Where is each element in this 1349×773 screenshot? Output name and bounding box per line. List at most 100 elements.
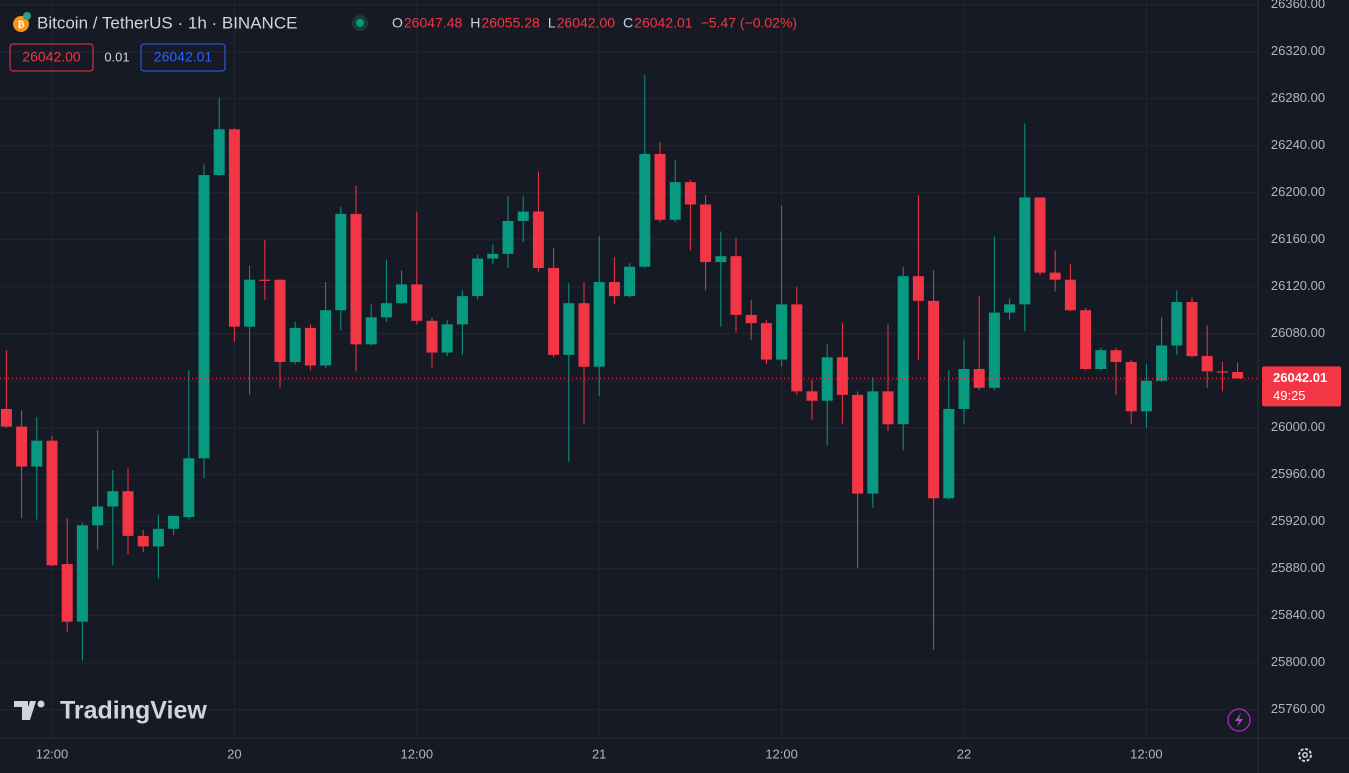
sell-price[interactable]: 26042.00 (22, 49, 81, 65)
candle-body (1201, 356, 1213, 372)
ohlc-value: 26055.28 (481, 15, 540, 31)
y-tick-label: 26360.00 (1271, 0, 1325, 11)
candle-body (122, 491, 134, 536)
candle-body (259, 279, 271, 281)
candle-body (320, 310, 332, 366)
candle-body (92, 506, 104, 526)
buy-price[interactable]: 26042.01 (154, 49, 213, 65)
y-tick-label: 26120.00 (1271, 278, 1325, 293)
candle-body (958, 369, 970, 409)
logo-dot (37, 700, 45, 708)
symbol[interactable]: Bitcoin / TetherUS · 1h · BINANCE (37, 13, 297, 32)
candle-body (1110, 350, 1122, 362)
candle-body (593, 282, 605, 367)
candle-body (1125, 361, 1137, 412)
candle-body (411, 284, 423, 321)
candle-body (198, 175, 210, 459)
candle-body (563, 303, 575, 355)
coin-icon-glyph: ₿ (17, 19, 24, 29)
candle-body (821, 357, 833, 401)
candle-body (943, 408, 955, 499)
candle-body (928, 300, 940, 499)
candle-body (700, 204, 712, 263)
candle-body (608, 282, 620, 297)
candle-body (152, 528, 164, 547)
candle-body (639, 153, 651, 267)
candle-body (578, 303, 590, 367)
logo-text[interactable]: TradingView (60, 697, 207, 725)
candle-body (973, 369, 985, 388)
candle-body (517, 211, 529, 221)
ohlc-label: C (623, 15, 633, 31)
y-tick-label: 26200.00 (1271, 184, 1325, 199)
candle-body (1232, 371, 1244, 379)
last-price-label: 26042.01 (1273, 370, 1327, 385)
lightning-button[interactable] (1227, 708, 1251, 732)
candle-body (1216, 371, 1228, 373)
y-tick-label: 26160.00 (1271, 231, 1325, 246)
candle-body (107, 491, 119, 507)
candle-body (289, 327, 301, 362)
candle-body (502, 220, 514, 254)
ohlc-label: L (548, 15, 556, 31)
candle-body (836, 357, 848, 395)
ohlc-value: 26042.00 (557, 15, 616, 31)
y-tick-label: 26280.00 (1271, 90, 1325, 105)
y-tick-label: 25800.00 (1271, 654, 1325, 669)
candle-body (487, 253, 499, 259)
candle-body (137, 535, 149, 547)
candle-body (31, 440, 43, 467)
y-tick-label: 25920.00 (1271, 513, 1325, 528)
candle-body (882, 391, 894, 425)
candle-body (228, 129, 240, 327)
candle-body (852, 394, 864, 494)
candle-body (532, 211, 544, 268)
tether-badge (23, 12, 31, 20)
x-tick-label: 21 (592, 746, 606, 761)
candle-body (396, 284, 408, 304)
settings-gear-center (1302, 752, 1308, 758)
candle-body (684, 182, 696, 205)
change: −5.47 (−0.02%) (701, 15, 798, 31)
ohlc-label: O (392, 15, 403, 31)
buy-button[interactable] (140, 43, 226, 72)
candle-body (548, 267, 560, 355)
candle-body (76, 525, 88, 622)
y-tick-label: 25760.00 (1271, 701, 1325, 716)
ohlc-value: 26047.48 (404, 15, 463, 31)
spread: 0.01 (104, 49, 129, 64)
last-price-tag (1262, 366, 1341, 407)
candle-body (46, 440, 58, 566)
x-tick-label: 22 (957, 746, 971, 761)
candle-body (988, 312, 1000, 388)
candle-body (760, 323, 772, 360)
candle-body (0, 408, 12, 427)
candle-body (791, 304, 803, 392)
y-tick-label: 26320.00 (1271, 43, 1325, 58)
logo-mark (14, 701, 36, 720)
candle-body (426, 320, 438, 353)
candle-body (1140, 380, 1152, 412)
sell-button[interactable] (9, 43, 94, 72)
candle-body (1064, 279, 1076, 311)
x-tick-label: 12:00 (36, 746, 69, 761)
candle-body (730, 256, 742, 315)
candle-body (1019, 197, 1031, 305)
settings-gear[interactable] (1298, 748, 1312, 762)
candle-body (304, 327, 316, 366)
candle-body (912, 276, 924, 301)
candle-body (274, 279, 286, 362)
lightning-icon (1235, 713, 1243, 727)
y-tick-label: 26000.00 (1271, 419, 1325, 434)
candle-body (1004, 304, 1016, 313)
coin-icon (13, 16, 29, 32)
axes: 25760.00 25800.00 25840.00 25880.00 25920.00… (0, 0, 1341, 761)
candle-body (213, 129, 225, 176)
y-tick-label: 25960.00 (1271, 466, 1325, 481)
candle-body (1186, 302, 1198, 357)
candle-body (1034, 197, 1046, 273)
candle-body (456, 296, 468, 325)
y-tick-label: 25840.00 (1271, 607, 1325, 622)
